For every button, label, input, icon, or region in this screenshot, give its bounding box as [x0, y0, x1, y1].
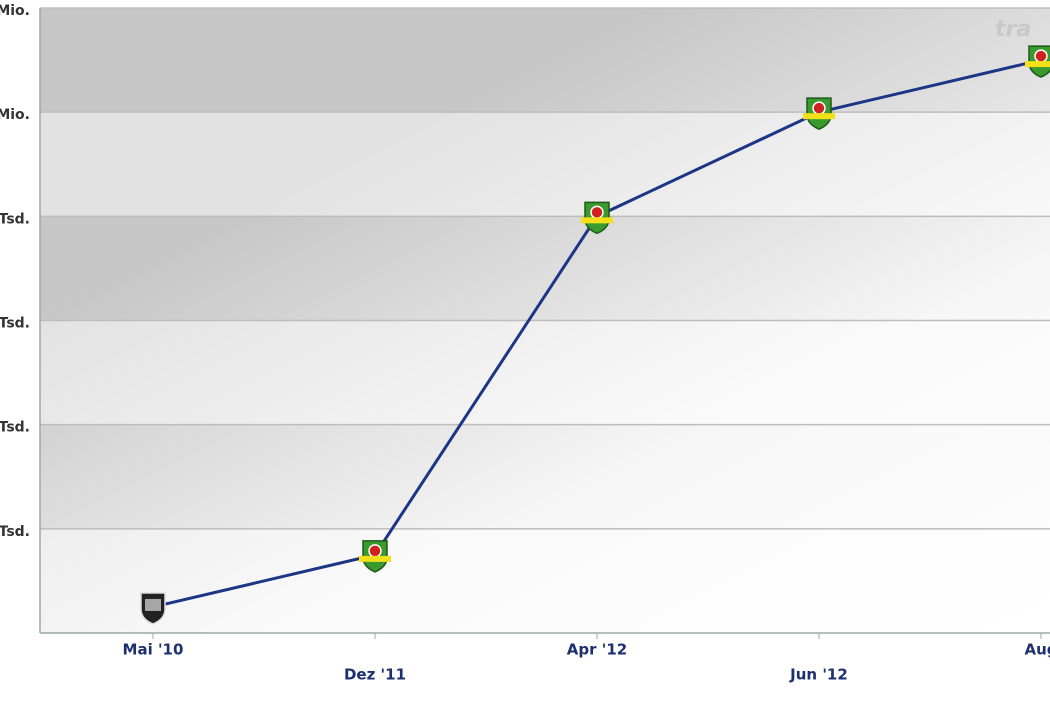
crest-ribbon	[1025, 61, 1050, 68]
y-tick-label: Mio.	[0, 3, 30, 19]
y-tick-label: Tsd.	[0, 524, 30, 540]
crest-center	[1034, 49, 1048, 63]
x-tick-label: Jun '12	[789, 666, 848, 684]
crest-ribbon	[359, 555, 391, 562]
crest-center	[368, 544, 382, 558]
y-tick-label: Tsd.	[0, 420, 30, 436]
x-tick-label: Apr '12	[567, 641, 627, 659]
watermark: tra	[995, 17, 1031, 42]
crest-ribbon	[803, 113, 835, 120]
y-tick-label: Tsd.	[0, 316, 30, 332]
crest-center	[590, 205, 604, 220]
x-tick-label: Mai '10	[123, 641, 184, 659]
x-tick-label: Dez '11	[344, 666, 406, 684]
crest-ribbon	[581, 217, 613, 224]
crest-stripe	[145, 598, 161, 611]
y-tick-label: Mio.	[0, 107, 30, 123]
x-tick-label: Aug	[1024, 641, 1050, 659]
y-tick-label: Tsd.	[0, 211, 30, 227]
crest-center	[812, 101, 826, 115]
